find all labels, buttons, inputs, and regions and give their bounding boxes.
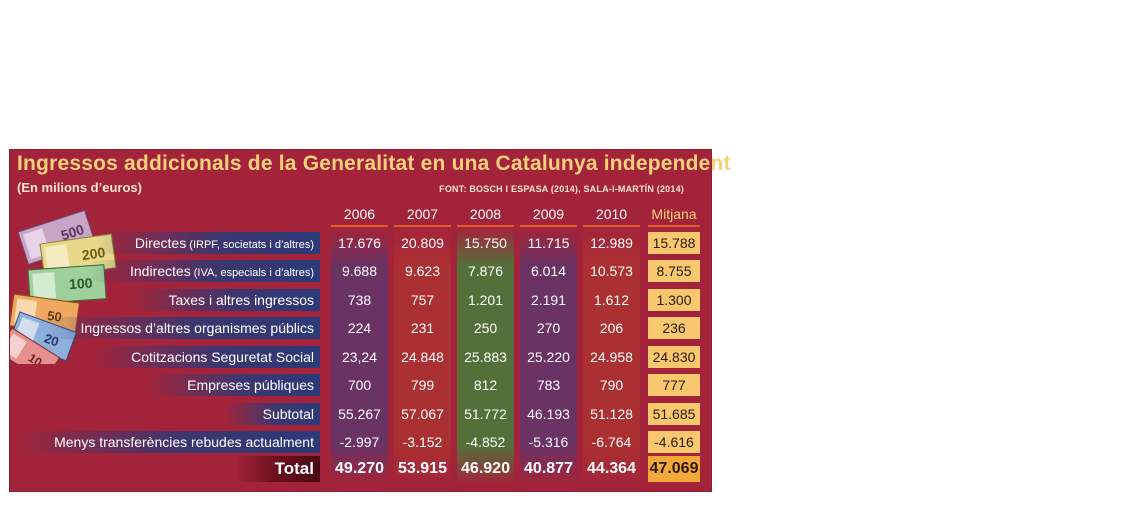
average-cell: 777	[648, 374, 700, 396]
infographic-subtitle: (En milions d’euros)	[17, 180, 142, 195]
row-label: Indirectes (IVA, especials i d’altres)	[90, 260, 320, 282]
column-band-4	[583, 228, 640, 484]
table-cell: 23,24	[341, 349, 378, 365]
average-cell: 1.300	[648, 289, 700, 311]
table-cell: 15.750	[464, 235, 507, 251]
table-cell: 270	[536, 320, 561, 336]
table-cell: 17.676	[338, 235, 381, 251]
row-label-text: Indirectes	[130, 263, 191, 279]
row-label-detail: (IRPF, societats i d’altres)	[186, 239, 314, 251]
table-cell: 224	[347, 320, 372, 336]
row-label-text: Cotitzacions Seguretat Social	[131, 349, 314, 365]
banknote-500: 500	[59, 221, 86, 244]
table-cell: 53.915	[398, 460, 447, 477]
table-cell: 44.364	[587, 460, 636, 477]
row-label: Total	[234, 456, 320, 482]
table-cell: -6.764	[591, 434, 632, 450]
row-label-text: Total	[274, 459, 314, 478]
table-cell: -2.997	[339, 434, 380, 450]
table-cell: 24.848	[401, 349, 444, 365]
row-label: Empreses públiques	[147, 374, 320, 396]
infographic-panel: Ingressos addicionals de la Generalitat …	[9, 149, 731, 492]
table-cell: 10.573	[590, 263, 633, 279]
average-cell: -4.616	[648, 431, 700, 453]
average-cell: 24.830	[648, 346, 700, 368]
table-cell: 40.877	[524, 460, 573, 477]
table-cell: 9.688	[341, 263, 378, 279]
banknote-10: 10	[26, 351, 45, 364]
column-band-2	[457, 228, 514, 484]
average-cell: 51.685	[648, 403, 700, 425]
row-label: Cotitzacions Seguretat Social	[91, 346, 320, 368]
table-cell: 799	[410, 377, 435, 393]
table-cell: -4.852	[465, 434, 506, 450]
table-cell: -3.152	[402, 434, 443, 450]
table-cell: 250	[473, 320, 498, 336]
euro-banknotes-icon: 500 200 100 50 20 10	[10, 209, 117, 364]
average-cell: 47.069	[648, 456, 700, 482]
row-label: Taxes i altres ingressos	[128, 289, 320, 311]
table-cell: 46.193	[527, 406, 570, 422]
column-header: 2006	[331, 203, 388, 227]
column-header: 2008	[457, 203, 514, 227]
row-label-text: Subtotal	[262, 406, 314, 422]
column-band-0	[331, 228, 388, 484]
table-cell: 20.809	[401, 235, 444, 251]
table-cell: 57.067	[401, 406, 444, 422]
row-label: Menys transferències rebudes actualment	[14, 431, 320, 453]
table-cell: 783	[536, 377, 561, 393]
average-cell: 236	[648, 317, 700, 339]
table-cell: 1.201	[467, 292, 504, 308]
column-header: 2009	[520, 203, 577, 227]
table-cell: 206	[599, 320, 624, 336]
source-credit: FONT: BOSCH I ESPASA (2014), SALA-I-MART…	[439, 184, 684, 194]
table-cell: 2.191	[530, 292, 567, 308]
column-header: 2007	[394, 203, 451, 227]
table-cell: 51.128	[590, 406, 633, 422]
row-label-text: Empreses públiques	[187, 377, 314, 393]
table-cell: 6.014	[530, 263, 567, 279]
table-cell: 51.772	[464, 406, 507, 422]
table-cell: 812	[473, 377, 498, 393]
table-cell: -5.316	[528, 434, 569, 450]
table-cell: 24.958	[590, 349, 633, 365]
table-cell: 790	[599, 377, 624, 393]
row-label: Directes (IRPF, societats i d’altres)	[94, 232, 320, 254]
table-cell: 25.220	[527, 349, 570, 365]
row-label-text: Ingressos d’altres organismes públics	[80, 320, 314, 336]
average-cell: 15.788	[648, 232, 700, 254]
row-label-text: Taxes i altres ingressos	[168, 292, 314, 308]
column-band-1	[394, 228, 451, 484]
row-label-detail: (IVA, especials i d’altres)	[190, 267, 314, 279]
table-cell: 49.270	[335, 460, 384, 477]
banknote-100: 100	[69, 275, 94, 293]
table-cell: 231	[410, 320, 435, 336]
table-cell: 55.267	[338, 406, 381, 422]
average-cell: 8.755	[648, 260, 700, 282]
infographic-title: Ingressos addicionals de la Generalitat …	[17, 152, 731, 175]
column-header: Mitjana	[648, 203, 700, 227]
table-cell: 1.612	[593, 292, 630, 308]
table-cell: 738	[347, 292, 372, 308]
table-cell: 9.623	[404, 263, 441, 279]
table-cell: 25.883	[464, 349, 507, 365]
table-cell: 7.876	[467, 263, 504, 279]
row-label-text: Directes	[134, 235, 187, 251]
column-header: 2010	[583, 203, 640, 227]
row-label: Ingressos d’altres organismes públics	[40, 317, 320, 339]
table-cell: 12.989	[590, 235, 633, 251]
table-cell: 757	[410, 292, 435, 308]
row-label-text: Menys transferències rebudes actualment	[54, 434, 314, 450]
table-cell: 11.715	[527, 235, 570, 251]
table-cell: 46.920	[461, 460, 510, 477]
table-cell: 700	[347, 377, 372, 393]
column-band-3	[520, 228, 577, 484]
row-label: Subtotal	[222, 403, 320, 425]
